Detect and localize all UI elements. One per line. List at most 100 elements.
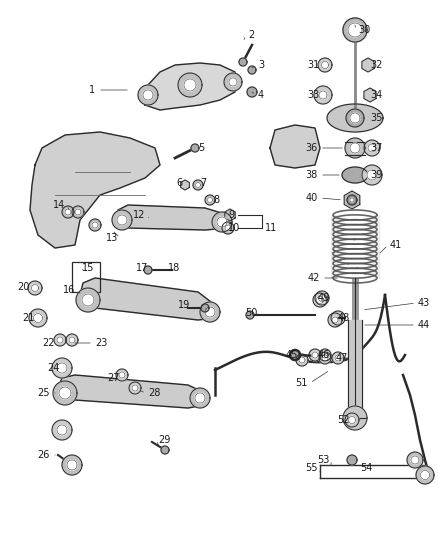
Polygon shape — [245, 311, 254, 319]
Text: 32: 32 — [369, 60, 381, 70]
Polygon shape — [330, 311, 344, 325]
Polygon shape — [52, 358, 72, 378]
Text: 3: 3 — [258, 60, 264, 70]
Polygon shape — [161, 446, 169, 454]
Polygon shape — [229, 78, 237, 86]
Polygon shape — [238, 58, 247, 66]
Polygon shape — [347, 23, 361, 37]
Polygon shape — [195, 182, 200, 188]
Polygon shape — [191, 144, 198, 152]
Polygon shape — [225, 225, 230, 231]
Polygon shape — [410, 456, 418, 464]
Polygon shape — [143, 90, 153, 100]
Polygon shape — [58, 375, 205, 408]
Polygon shape — [361, 58, 373, 72]
Text: 16: 16 — [63, 285, 75, 295]
Polygon shape — [363, 140, 379, 156]
Text: 6: 6 — [177, 178, 183, 188]
Polygon shape — [62, 206, 74, 218]
Text: 11: 11 — [265, 223, 277, 233]
Text: 28: 28 — [148, 388, 160, 398]
Polygon shape — [205, 195, 215, 205]
Polygon shape — [62, 455, 82, 475]
Polygon shape — [318, 295, 325, 302]
Polygon shape — [343, 191, 359, 209]
Polygon shape — [33, 313, 42, 322]
Text: 2: 2 — [247, 30, 254, 40]
Polygon shape — [341, 167, 367, 183]
Polygon shape — [52, 420, 72, 440]
Polygon shape — [178, 73, 201, 97]
Polygon shape — [345, 109, 363, 127]
Polygon shape — [406, 452, 422, 468]
Polygon shape — [119, 372, 125, 378]
Polygon shape — [138, 85, 158, 105]
Polygon shape — [247, 66, 255, 74]
Polygon shape — [269, 125, 319, 168]
Text: 51: 51 — [295, 378, 307, 388]
Polygon shape — [180, 180, 189, 190]
Polygon shape — [327, 313, 341, 327]
Polygon shape — [321, 355, 327, 361]
Polygon shape — [317, 58, 331, 72]
Polygon shape — [201, 304, 208, 312]
Text: 33: 33 — [307, 90, 319, 100]
Polygon shape — [349, 113, 359, 123]
Polygon shape — [348, 416, 355, 424]
Polygon shape — [54, 334, 66, 346]
Polygon shape — [216, 217, 226, 227]
Polygon shape — [334, 355, 340, 361]
Text: 23: 23 — [95, 338, 107, 348]
Polygon shape — [342, 18, 366, 42]
Polygon shape — [29, 309, 47, 327]
Polygon shape — [295, 354, 307, 366]
Polygon shape — [308, 349, 320, 361]
Text: 22: 22 — [42, 338, 55, 348]
Text: 18: 18 — [168, 263, 180, 273]
Text: 10: 10 — [227, 223, 240, 233]
Polygon shape — [59, 387, 71, 399]
Polygon shape — [344, 138, 364, 158]
Polygon shape — [366, 170, 376, 180]
Polygon shape — [28, 281, 42, 295]
Text: 20: 20 — [18, 282, 30, 292]
Polygon shape — [290, 350, 299, 360]
Text: 39: 39 — [369, 170, 381, 180]
Polygon shape — [184, 79, 195, 91]
Polygon shape — [316, 296, 323, 303]
Polygon shape — [331, 317, 337, 323]
Polygon shape — [222, 222, 233, 234]
Text: 31: 31 — [307, 60, 319, 70]
Polygon shape — [92, 222, 98, 228]
Text: 52: 52 — [337, 415, 349, 425]
Text: 34: 34 — [369, 90, 381, 100]
Polygon shape — [75, 209, 81, 215]
Polygon shape — [331, 352, 343, 364]
Polygon shape — [224, 209, 235, 221]
Polygon shape — [115, 205, 227, 230]
Polygon shape — [318, 91, 326, 99]
Polygon shape — [82, 294, 94, 306]
Polygon shape — [342, 406, 366, 430]
Text: 37: 37 — [369, 143, 381, 153]
Polygon shape — [144, 266, 152, 274]
Text: 45: 45 — [285, 350, 297, 360]
Text: 42: 42 — [307, 273, 319, 283]
Text: 35: 35 — [369, 113, 381, 123]
Text: 26: 26 — [38, 450, 50, 460]
Polygon shape — [32, 285, 39, 292]
Polygon shape — [190, 388, 209, 408]
Polygon shape — [53, 381, 77, 405]
Polygon shape — [321, 61, 328, 69]
Polygon shape — [314, 291, 328, 305]
Polygon shape — [346, 195, 356, 205]
Polygon shape — [132, 385, 138, 391]
Polygon shape — [193, 180, 202, 190]
Polygon shape — [311, 352, 317, 358]
Polygon shape — [318, 352, 330, 364]
Polygon shape — [344, 413, 358, 427]
Text: 25: 25 — [37, 388, 50, 398]
Polygon shape — [76, 288, 100, 312]
Polygon shape — [57, 337, 63, 343]
Text: 1: 1 — [88, 85, 95, 95]
